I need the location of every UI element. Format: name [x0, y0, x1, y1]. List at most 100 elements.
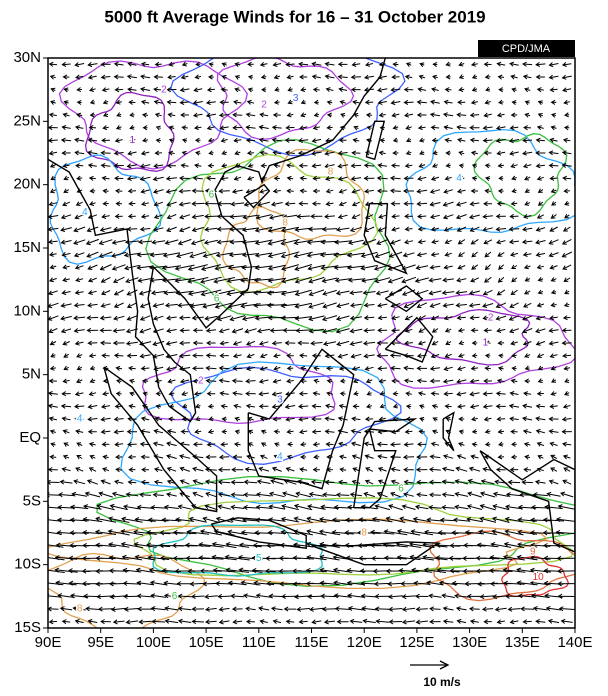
wind-arrow	[308, 276, 325, 284]
wind-arrow	[557, 581, 575, 587]
wind-arrow	[86, 315, 99, 321]
wind-arrow	[75, 429, 84, 435]
wind-arrow	[177, 238, 192, 246]
wind-arrow	[225, 541, 250, 548]
wind-arrow	[481, 606, 494, 612]
wind-arrow	[458, 87, 465, 92]
wind-arrow	[364, 454, 374, 460]
wind-arrow	[165, 340, 178, 346]
wind-arrow	[326, 378, 333, 384]
wind-arrow	[370, 542, 395, 548]
contour-line	[376, 293, 575, 389]
wind-arrow	[422, 554, 448, 561]
wind-arrow	[435, 555, 461, 561]
wind-arrow	[561, 340, 572, 346]
wind-arrow	[153, 201, 163, 207]
wind-arrow	[484, 99, 491, 105]
wind-arrow	[300, 112, 307, 118]
wind-arrow	[350, 74, 361, 80]
wind-arrow	[417, 340, 426, 346]
wind-arrow	[535, 252, 546, 258]
wind-arrow	[379, 137, 385, 143]
wind-arrow	[403, 492, 414, 497]
wind-arrow	[362, 290, 376, 296]
wind-arrow	[524, 175, 531, 181]
wind-arrow	[192, 340, 203, 346]
wind-arrow	[509, 328, 519, 334]
wind-arrow	[349, 226, 362, 233]
wind-arrow	[258, 606, 270, 612]
wind-arrow	[155, 137, 161, 143]
wind-arrow	[204, 213, 218, 219]
wind-arrow	[417, 125, 426, 131]
wind-arrow	[271, 391, 283, 397]
wind-arrow	[482, 303, 494, 308]
wind-arrow	[85, 606, 100, 612]
wind-arrow	[136, 252, 154, 258]
wind-arrow	[61, 290, 71, 296]
wind-arrow	[511, 353, 517, 359]
wind-arrow	[366, 391, 372, 396]
wind-arrow	[405, 391, 412, 397]
wind-arrow	[475, 555, 500, 561]
wind-arrow	[419, 416, 425, 422]
wind-arrow	[60, 302, 72, 308]
wind-arrow	[179, 479, 190, 485]
wind-arrow	[280, 290, 300, 296]
wind-arrow	[152, 189, 164, 194]
wind-arrow	[74, 62, 85, 68]
wind-arrow	[419, 62, 425, 68]
wind-arrow	[351, 150, 361, 156]
wind-arrow	[441, 479, 455, 485]
contour-label: 5	[256, 553, 262, 564]
wind-arrow	[245, 391, 256, 397]
wind-arrow	[549, 441, 558, 447]
wind-arrow	[524, 365, 530, 371]
wind-arrow	[154, 112, 162, 118]
wind-arrow	[536, 125, 544, 131]
wind-arrow	[75, 467, 84, 472]
wind-arrow	[322, 289, 337, 296]
wind-arrow	[234, 150, 241, 156]
wind-arrow	[232, 454, 243, 460]
wind-arrow	[522, 163, 532, 169]
wind-arrow	[399, 516, 419, 523]
wind-arrow	[351, 479, 361, 485]
wind-arrow	[416, 112, 427, 118]
wind-arrow	[426, 580, 444, 586]
wind-arrow	[208, 416, 214, 422]
wind-arrow	[179, 466, 190, 472]
wind-arrow	[218, 454, 230, 460]
wind-arrow	[308, 226, 325, 232]
wind-arrow	[509, 150, 519, 156]
wind-arrow	[431, 340, 439, 346]
wind-arrow	[87, 290, 97, 295]
wind-arrow	[243, 492, 258, 498]
wind-arrow	[365, 467, 374, 472]
wind-arrow	[390, 441, 401, 447]
wind-arrow	[76, 365, 83, 371]
wind-arrow	[297, 340, 309, 346]
wind-arrow	[377, 454, 388, 460]
wind-arrow	[205, 619, 217, 625]
wind-arrow	[295, 491, 312, 498]
wind-arrow	[435, 542, 461, 548]
wind-arrow	[458, 416, 465, 422]
wind-arrow	[237, 554, 263, 561]
wind-arrow	[269, 214, 285, 220]
wind-arrow	[505, 492, 522, 498]
wind-arrow	[417, 315, 426, 321]
wind-arrow	[561, 429, 572, 435]
wind-arrow	[49, 365, 56, 371]
wind-arrow	[348, 239, 364, 245]
wind-arrow	[429, 214, 440, 220]
wind-arrow	[345, 517, 367, 523]
wind-arrow	[151, 290, 166, 296]
wind-arrow	[298, 163, 308, 169]
wind-arrow	[300, 441, 307, 447]
wind-arrow	[377, 163, 387, 168]
wind-arrow	[181, 391, 188, 396]
x-tick-label: 125E	[399, 634, 434, 651]
wind-arrow	[179, 340, 190, 346]
wind-arrow	[510, 163, 518, 169]
